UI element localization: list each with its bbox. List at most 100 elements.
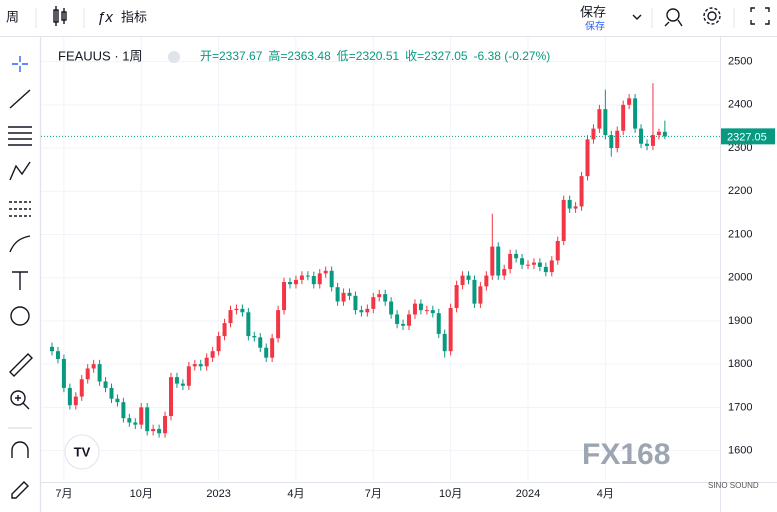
tv-logo: [64, 434, 100, 470]
text-tool[interactable]: [12, 271, 28, 290]
zoom-tool[interactable]: [10, 390, 30, 410]
candle-body: [317, 273, 322, 285]
candle-body: [502, 269, 507, 276]
x-tick-label: 2023: [206, 488, 230, 500]
candle-body: [240, 308, 245, 313]
candle-body: [531, 262, 536, 265]
y-tick-label: 2500: [728, 56, 752, 68]
candle-body: [174, 377, 179, 384]
candle-body: [299, 275, 304, 280]
candle-body: [484, 275, 489, 287]
candle-body: [258, 337, 263, 348]
save-button[interactable]: 保存: [580, 4, 606, 19]
candle-body: [151, 428, 156, 432]
candle-body: [192, 364, 197, 367]
candle-body: [597, 109, 602, 129]
candle-body: [615, 130, 620, 149]
candle-body: [448, 307, 453, 352]
crosshair-tool[interactable]: [12, 56, 28, 72]
plot: [41, 83, 720, 438]
indicators-button[interactable]: 指标: [121, 9, 147, 24]
alert-button[interactable]: [664, 8, 683, 27]
candle-body: [430, 310, 435, 314]
candle-body: [329, 270, 334, 288]
candle-body: [609, 135, 614, 149]
candle-body: [514, 253, 519, 259]
candle-body: [61, 358, 66, 388]
candle-body: [520, 258, 525, 265]
projection-tool[interactable]: [9, 201, 31, 217]
candle-body: [395, 314, 400, 324]
candle-body: [311, 275, 316, 285]
candle-body: [424, 310, 429, 312]
y-tick-label: 2300: [728, 142, 752, 154]
ohlc-legend: -6.38 (-0.27%): [474, 49, 551, 63]
candle-body: [109, 387, 114, 399]
candle-body: [585, 139, 590, 177]
candle-body: [305, 275, 310, 277]
candle-body: [621, 104, 626, 131]
icon-tool[interactable]: [10, 306, 30, 326]
candle-body: [436, 313, 441, 334]
candle-body: [603, 109, 608, 136]
x-tick-label: 10月: [439, 488, 462, 500]
chart-type-button[interactable]: [53, 6, 67, 26]
last-price-label: 2327.05: [727, 131, 767, 143]
candle-body: [662, 131, 667, 137]
candle-body: [567, 199, 572, 209]
candle-body: [656, 131, 661, 136]
candle-body: [121, 402, 126, 419]
candle-body: [561, 199, 566, 241]
pattern-tool[interactable]: [9, 161, 31, 181]
candle-body: [198, 364, 203, 367]
interval-button[interactable]: 周: [6, 9, 19, 24]
magnet-tool[interactable]: [11, 441, 29, 458]
save-dropdown[interactable]: [632, 14, 642, 20]
candle-body: [228, 310, 233, 324]
fullscreen-button[interactable]: [750, 7, 770, 25]
left-toolbar: [8, 37, 42, 512]
lock-tool[interactable]: [11, 481, 29, 499]
candle-body: [442, 333, 447, 352]
chart-frame: [41, 37, 777, 512]
candle-body: [454, 285, 459, 308]
candle-body: [210, 351, 215, 358]
y-tick-label: 1700: [728, 401, 752, 413]
settings-button[interactable]: [703, 7, 721, 25]
candle-body: [573, 206, 578, 209]
candle-body: [67, 387, 72, 406]
candle-body: [335, 287, 340, 302]
candle-body: [216, 336, 221, 352]
collapse-button[interactable]: [168, 51, 180, 63]
candle-body: [85, 368, 90, 380]
measure-tool[interactable]: [9, 353, 33, 377]
fib-tool[interactable]: [8, 126, 32, 146]
candle-body: [460, 275, 465, 286]
y-tick-label: 1600: [728, 444, 752, 456]
save-subtitle: 保存: [585, 20, 605, 33]
x-tick-label: 4月: [597, 488, 614, 500]
candle-body: [633, 98, 638, 129]
symbol-title: FEAUUS · 1周: [58, 48, 143, 63]
y-tick-label: 1800: [728, 358, 752, 370]
candle-body: [543, 266, 548, 273]
watermark: FX168: [582, 438, 670, 471]
y-tick-label: 1900: [728, 315, 752, 327]
candle-body: [371, 297, 376, 309]
candle-body: [246, 312, 251, 337]
candle-body: [341, 292, 346, 302]
top-toolbar: 周 ƒx 指标 保存 保存: [0, 4, 777, 37]
candle-body: [627, 98, 632, 105]
y-tick-label: 2000: [728, 272, 752, 284]
candle-body: [377, 294, 382, 298]
tv-logo-text: TV: [74, 444, 91, 459]
candle-body: [282, 282, 287, 311]
brush-tool[interactable]: [9, 235, 31, 253]
line-tool[interactable]: [9, 89, 31, 109]
candle-body: [79, 379, 84, 397]
candle-body: [407, 314, 411, 326]
y-tick-label: 2100: [728, 228, 752, 240]
candle-body: [466, 275, 471, 280]
x-tick-label: 7月: [365, 488, 382, 500]
